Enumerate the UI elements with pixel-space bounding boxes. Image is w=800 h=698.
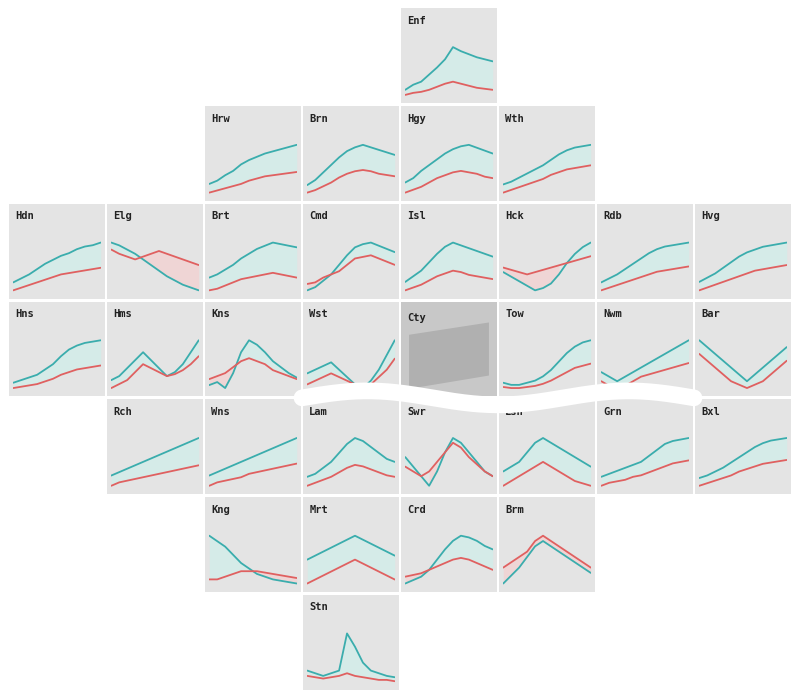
Text: Kng: Kng xyxy=(211,505,230,514)
Text: Bxl: Bxl xyxy=(701,407,720,417)
Text: Hck: Hck xyxy=(505,211,524,221)
Text: Rdb: Rdb xyxy=(603,211,622,221)
Text: Tow: Tow xyxy=(505,309,524,319)
Text: Lsh: Lsh xyxy=(505,407,524,417)
Text: Swr: Swr xyxy=(407,407,426,417)
Text: Mrt: Mrt xyxy=(309,505,328,514)
Text: Elg: Elg xyxy=(113,211,132,221)
Text: Cmd: Cmd xyxy=(309,211,328,221)
Text: Enf: Enf xyxy=(407,16,426,26)
Text: Hgy: Hgy xyxy=(407,114,426,124)
Text: Brt: Brt xyxy=(211,211,230,221)
Text: Kns: Kns xyxy=(211,309,230,319)
Text: Bar: Bar xyxy=(701,309,720,319)
Text: Brm: Brm xyxy=(505,505,524,514)
Text: Isl: Isl xyxy=(407,211,426,221)
Text: Hdn: Hdn xyxy=(15,211,34,221)
Text: Hvg: Hvg xyxy=(701,211,720,221)
Text: Crd: Crd xyxy=(407,505,426,514)
Text: Hrw: Hrw xyxy=(211,114,230,124)
Text: Wth: Wth xyxy=(505,114,524,124)
Polygon shape xyxy=(409,322,489,389)
Text: Rch: Rch xyxy=(113,407,132,417)
Text: Stn: Stn xyxy=(309,602,328,612)
Text: Lam: Lam xyxy=(309,407,328,417)
Text: Hms: Hms xyxy=(113,309,132,319)
Text: Brn: Brn xyxy=(309,114,328,124)
Text: Nwm: Nwm xyxy=(603,309,622,319)
Text: Hns: Hns xyxy=(15,309,34,319)
Text: Grn: Grn xyxy=(603,407,622,417)
Text: Wns: Wns xyxy=(211,407,230,417)
Text: Cty: Cty xyxy=(407,313,426,323)
Text: Wst: Wst xyxy=(309,309,328,319)
